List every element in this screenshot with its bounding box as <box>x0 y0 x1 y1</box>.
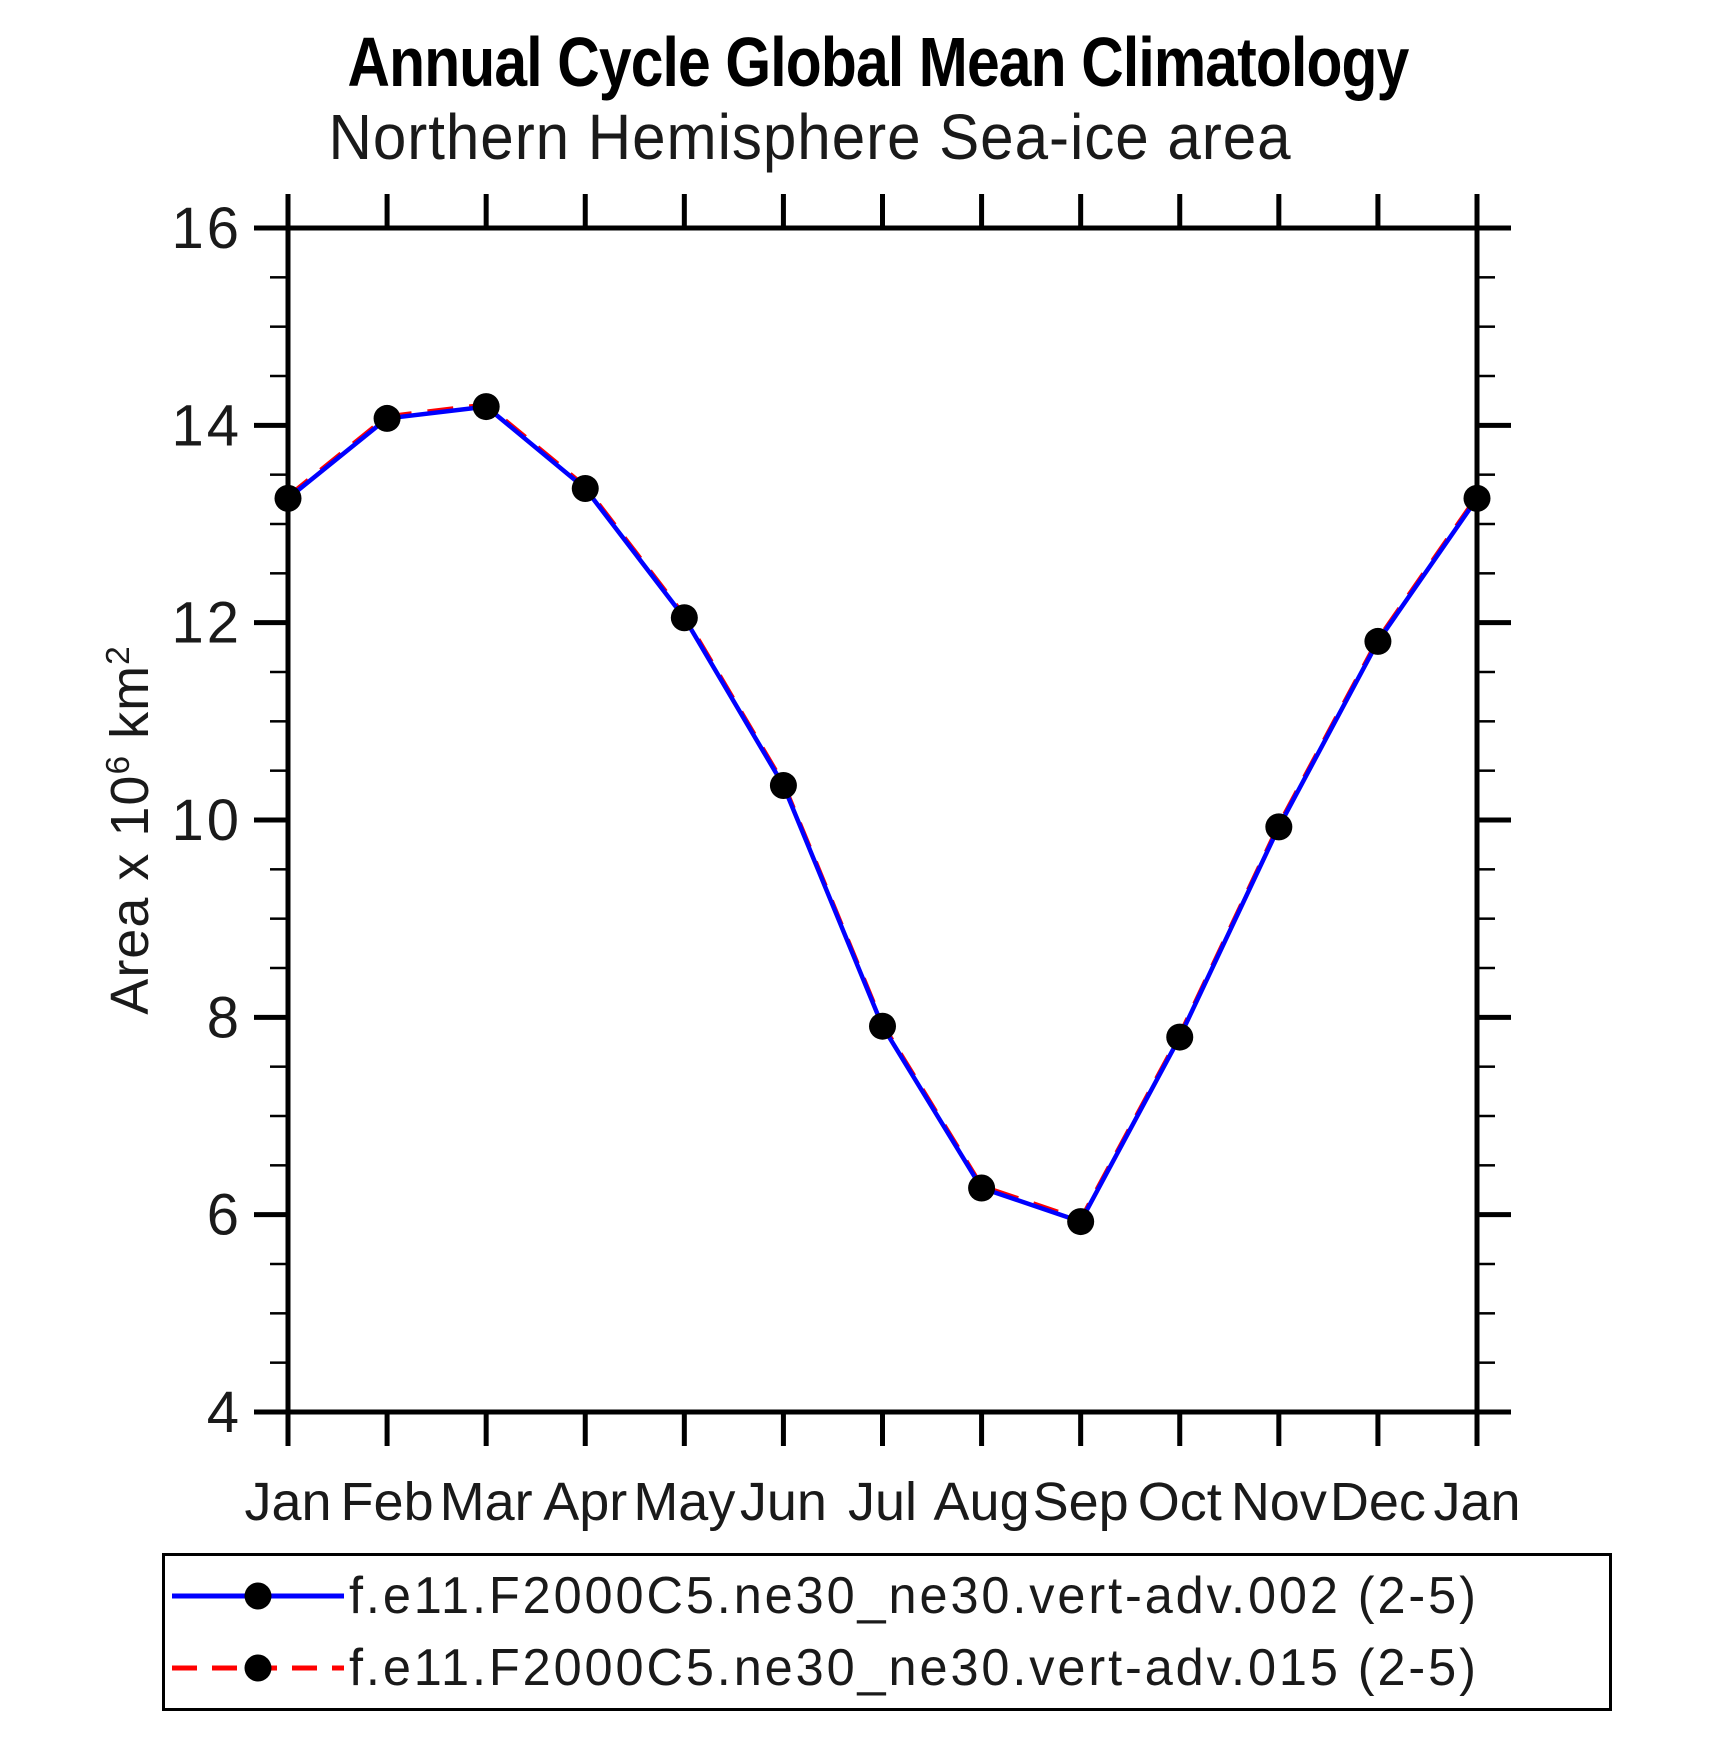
data-point-marker <box>274 484 302 512</box>
x-axis-tick-label: Feb <box>341 1472 434 1532</box>
legend-sample-blue-solid-line <box>172 1582 344 1610</box>
chart-subtitle: Northern Hemisphere Sea-ice area <box>328 101 1292 173</box>
y-axis-tick-label: 10 <box>171 788 242 853</box>
data-point-marker <box>571 474 599 502</box>
legend-marker-dot <box>244 1582 272 1610</box>
data-point-marker <box>1166 1023 1194 1051</box>
data-point-marker <box>1364 627 1392 655</box>
y-axis-tick-label: 16 <box>171 196 242 261</box>
series-line-vert-adv-002 <box>285 404 1480 1224</box>
x-axis-tick-label: Jan <box>244 1472 331 1532</box>
legend-entry-vert-adv-015: f.e11.F2000C5.ne30_ne30.vert-adv.015 (2-… <box>169 1636 1609 1700</box>
y-axis-label: Area x 106 km2 <box>99 645 161 1014</box>
x-axis-tick-label: Mar <box>440 1472 533 1532</box>
x-axis-tick-label: Jan <box>1433 1472 1520 1532</box>
legend-sample-red-dashed-line <box>172 1654 344 1682</box>
legend-label-vert-adv-002: f.e11.F2000C5.ne30_ne30.vert-adv.002 (2-… <box>349 1567 1479 1625</box>
data-point-marker <box>670 604 698 632</box>
data-point-marker <box>968 1174 996 1202</box>
data-point-marker <box>373 404 401 432</box>
y-axis-tick-label: 4 <box>207 1380 242 1445</box>
y-axis-tick-label: 14 <box>171 393 242 458</box>
x-axis-tick-label: Oct <box>1138 1472 1222 1532</box>
y-axis-label-unit: km <box>100 664 160 755</box>
legend-marker-dot <box>244 1654 272 1682</box>
x-axis-tick-label: Aug <box>934 1472 1030 1532</box>
data-point-marker <box>1463 484 1491 512</box>
x-axis-tick-label: Jun <box>740 1472 827 1532</box>
x-axis-tick-label: Dec <box>1330 1472 1426 1532</box>
data-point-marker <box>1265 813 1293 841</box>
data-point-marker <box>472 393 500 421</box>
y-axis-tick-label: 12 <box>171 591 242 656</box>
x-axis-tick-label: Sep <box>1033 1472 1129 1532</box>
y-axis-tick-label: 6 <box>207 1183 242 1248</box>
legend-entry-vert-adv-002: f.e11.F2000C5.ne30_ne30.vert-adv.002 (2-… <box>169 1564 1609 1628</box>
x-axis-tick-label: Apr <box>543 1472 627 1532</box>
x-axis-tick-label: Nov <box>1231 1472 1327 1532</box>
y-axis-label-exponent: 6 <box>100 754 137 775</box>
y-axis-tick-label: 8 <box>207 985 242 1050</box>
legend-label-vert-adv-015: f.e11.F2000C5.ne30_ne30.vert-adv.015 (2-… <box>349 1639 1479 1697</box>
x-axis-tick-label: May <box>633 1472 735 1532</box>
axis-frame <box>285 225 1480 1415</box>
data-point-marker <box>869 1012 896 1040</box>
chart-title: Annual Cycle Global Mean Climatology <box>347 23 1409 101</box>
y-axis-label-text: Area x 10 <box>100 774 160 1015</box>
data-point-marker <box>1067 1208 1095 1236</box>
data-point-marker <box>769 771 797 799</box>
x-axis-tick-label: Jul <box>848 1472 917 1532</box>
y-axis-label-unit-exponent: 2 <box>100 645 137 665</box>
series-line-vert-adv-015 <box>286 402 1479 1222</box>
legend-box: f.e11.F2000C5.ne30_ne30.vert-adv.002 (2-… <box>162 1553 1612 1711</box>
